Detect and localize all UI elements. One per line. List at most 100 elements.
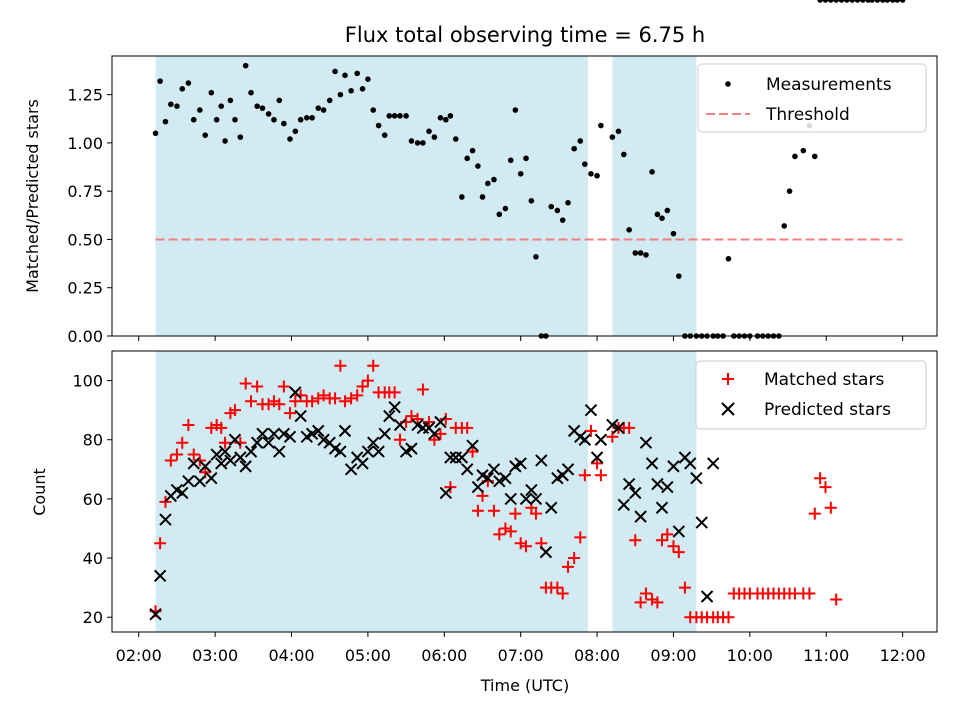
measurement-point xyxy=(254,103,260,110)
predicted-star-point xyxy=(700,590,714,603)
predicted-star-point xyxy=(224,454,237,467)
y-tick-label-1-0: 20 xyxy=(83,608,103,627)
measurement-point xyxy=(869,0,875,3)
matched-star-point xyxy=(722,611,735,624)
shaded-span-0 xyxy=(155,351,588,632)
measurement-point xyxy=(649,169,655,175)
measurement-point xyxy=(168,101,174,108)
measurement-point xyxy=(297,116,304,123)
measurement-point xyxy=(664,207,671,214)
predicted-star-point xyxy=(367,436,380,449)
measurement-point xyxy=(408,138,415,144)
measurement-point xyxy=(208,89,215,96)
x-tick-label-8: 10:00 xyxy=(727,646,773,665)
predicted-star-point xyxy=(466,439,479,452)
x-axis-label: Time (UTC) xyxy=(480,676,569,695)
predicted-star-point xyxy=(262,436,275,449)
measurement-point xyxy=(292,128,299,135)
measurement-point xyxy=(232,116,238,123)
matched-star-point xyxy=(159,495,172,508)
measurement-point xyxy=(523,155,529,162)
matched-star-point xyxy=(351,389,364,402)
measurement-point xyxy=(386,113,393,119)
matched-star-point xyxy=(629,534,642,547)
predicted-star-point xyxy=(210,448,223,461)
predicted-star-point xyxy=(444,451,457,464)
shaded-span-0 xyxy=(155,56,588,336)
measurement-point xyxy=(479,194,486,200)
predicted-star-point xyxy=(629,486,642,500)
matched-star-point xyxy=(509,507,522,520)
measurement-point xyxy=(594,172,600,179)
matched-star-point xyxy=(219,436,232,449)
measurement-point xyxy=(654,211,661,218)
predicted-star-point xyxy=(378,427,391,441)
matched-star-point xyxy=(656,534,668,547)
measurement-point xyxy=(874,0,881,3)
matched-star-point xyxy=(428,433,441,446)
measurement-point xyxy=(190,116,197,123)
predicted-star-point xyxy=(545,501,558,514)
measurement-point xyxy=(326,97,333,104)
measurement-point xyxy=(342,72,348,79)
matched-star-point xyxy=(234,436,247,449)
count-legend-box xyxy=(695,360,927,430)
matched-star-point xyxy=(623,421,636,434)
predicted-star-point xyxy=(672,525,686,538)
predicted-star-point xyxy=(684,457,697,470)
matched-star-point xyxy=(393,433,406,446)
predicted-star-point xyxy=(273,445,286,458)
matched-star-point xyxy=(520,540,533,553)
predicted-star-point xyxy=(634,510,647,523)
predicted-star-point xyxy=(639,436,653,449)
matched-star-point xyxy=(239,377,252,390)
count-y-axis-label: Count xyxy=(30,468,49,516)
measurement-point xyxy=(242,62,249,69)
predicted-star-point xyxy=(594,433,608,446)
predicted-star-point xyxy=(289,386,302,399)
measurement-point xyxy=(354,70,361,77)
predicted-star-point xyxy=(193,474,207,488)
measurement-point xyxy=(174,103,180,110)
count-panel: 20 40 60 80 100 Count Matched stars Predicte… xyxy=(30,351,938,637)
matched-star-point xyxy=(251,380,264,393)
predicted-star-point xyxy=(356,457,369,470)
measurement-point xyxy=(437,114,444,121)
matched-star-point xyxy=(423,415,436,428)
matched-star-point xyxy=(267,395,280,408)
matched-star-point xyxy=(277,380,290,393)
measurement-point xyxy=(414,140,421,146)
matched-star-point xyxy=(529,507,542,520)
matched-star-point xyxy=(356,380,369,393)
predicted-star-point xyxy=(499,471,512,485)
predicted-star-point xyxy=(153,569,167,583)
ratio-legend-box xyxy=(697,63,927,133)
predicted-star-point xyxy=(361,445,375,458)
predicted-star-point xyxy=(514,457,527,470)
measurement-point xyxy=(491,176,497,183)
matched-star-point xyxy=(574,531,587,544)
measurement-point xyxy=(464,155,471,162)
measurement-point xyxy=(632,250,639,256)
measurement-point xyxy=(512,107,519,113)
measurement-point xyxy=(271,116,277,123)
predicted-star-point xyxy=(338,424,352,438)
measurement-point xyxy=(365,76,371,82)
count-axis-ticks: 20 40 60 80 100 xyxy=(72,372,904,637)
predicted-star-point xyxy=(612,421,625,435)
measurement-point xyxy=(397,113,403,119)
predicted-star-point xyxy=(584,403,598,417)
matched-star-point xyxy=(639,587,652,600)
matched-star-point xyxy=(803,587,816,600)
matched-star-point xyxy=(306,395,319,408)
matched-star-point xyxy=(273,398,286,411)
predicted-star-point xyxy=(283,430,297,443)
predicted-star-point xyxy=(182,474,195,488)
x-axis-ticks: 02:00 03:00 04:00 05:00 06:00 07:00 08:00 09:00… xyxy=(116,646,926,665)
matched-star-point xyxy=(338,395,351,408)
measurement-point xyxy=(375,122,382,129)
predicted-star-point xyxy=(267,427,281,441)
matched-star-point xyxy=(808,507,821,520)
matched-star-point xyxy=(164,454,177,467)
measurement-point xyxy=(197,107,203,113)
